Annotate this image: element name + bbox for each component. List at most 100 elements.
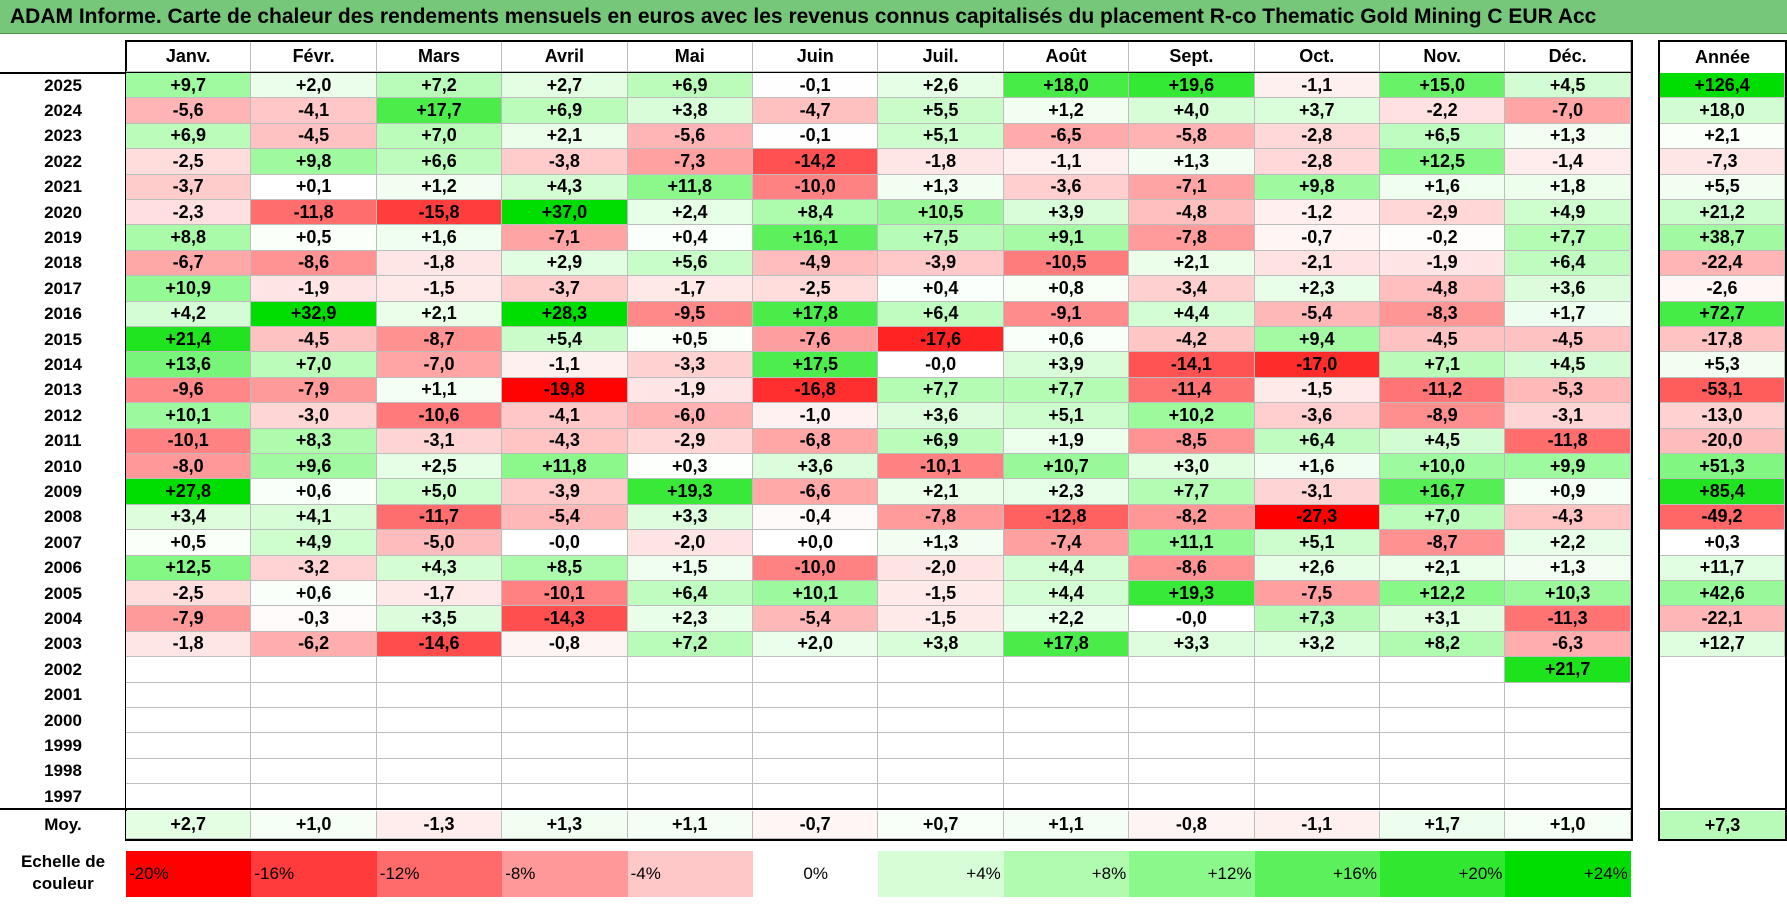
- heatmap-cell: -3,0: [251, 403, 377, 429]
- color-scale-stop: +12%: [1129, 851, 1255, 897]
- heatmap-cell: +2,3: [1003, 479, 1130, 505]
- heatmap-cell: +6,9: [502, 98, 628, 124]
- heatmap-cell: +8,4: [753, 200, 879, 226]
- heatmap-cell: -1,5: [878, 581, 1004, 607]
- heatmap-cell: +0,5: [251, 225, 377, 251]
- heatmap-cell: -3,1: [1254, 479, 1380, 505]
- heatmap-cell: -8,6: [251, 250, 377, 277]
- heatmap-cell: -1,4: [1505, 149, 1631, 175]
- heatmap-cell: -2,5: [126, 581, 252, 607]
- heatmap-cell: +13,6: [126, 352, 252, 378]
- heatmap-cell: -2,1: [1254, 250, 1380, 277]
- heatmap-cell: +3,5: [376, 606, 503, 632]
- column-header: Mai: [627, 42, 753, 72]
- heatmap-cell: -10,1: [126, 428, 252, 454]
- heatmap-cell: [1380, 784, 1506, 810]
- heatmap-cell: -1,7: [627, 276, 753, 302]
- heatmap-cell: +6,4: [878, 301, 1004, 327]
- heatmap-cell: -3,1: [1505, 403, 1631, 429]
- heatmap-cell: [1003, 657, 1130, 683]
- heatmap-cell: +0,6: [1003, 327, 1130, 353]
- heatmap-cell: +4,1: [251, 504, 377, 531]
- heatmap-cell: +32,9: [251, 301, 377, 327]
- annual-cell: +5,5: [1660, 174, 1785, 200]
- heatmap-cell: -5,4: [1254, 301, 1380, 327]
- heatmap-cell: +9,8: [251, 149, 377, 175]
- heatmap-cell: +3,9: [1003, 352, 1130, 378]
- heatmap-cell: -12,8: [1003, 504, 1130, 531]
- heatmap-cell: +17,5: [753, 352, 879, 378]
- heatmap-cell: -8,9: [1380, 403, 1506, 429]
- heatmap-cell: -7,3: [627, 149, 753, 175]
- heatmap-cell: -2,8: [1254, 149, 1380, 175]
- heatmap-cell: -4,5: [1505, 327, 1631, 353]
- annual-cell: +18,0: [1660, 98, 1785, 124]
- heatmap-cell: +10,2: [1129, 403, 1255, 429]
- heatmap-cell: +1,7: [1505, 301, 1631, 327]
- heatmap-cell: [1505, 708, 1631, 734]
- heatmap-cell: +7,5: [878, 225, 1004, 251]
- year-label: 1998: [44, 761, 82, 781]
- annual-header: Année: [1694, 46, 1750, 67]
- heatmap-cell: -14,1: [1129, 352, 1255, 378]
- annual-cell: -53,1: [1660, 377, 1785, 404]
- heatmap-cell: -0,2: [1380, 225, 1506, 251]
- heatmap-cell: [502, 657, 628, 683]
- heatmap-cell: +17,8: [753, 301, 879, 327]
- column-header: Août: [1003, 42, 1130, 72]
- heatmap-cell: -4,3: [502, 428, 628, 454]
- heatmap-cell: [878, 657, 1004, 683]
- heatmap-cell: [753, 657, 879, 683]
- heatmap-cell: -4,2: [1129, 327, 1255, 353]
- heatmap-cell: +15,0: [1380, 73, 1506, 99]
- heatmap-cell: +1,8: [1505, 174, 1631, 200]
- heatmap-cell: +3,3: [627, 504, 753, 531]
- heatmap-cell: [627, 682, 753, 708]
- heatmap-cell: [376, 708, 503, 734]
- heatmap-cell: -3,1: [376, 428, 503, 454]
- heatmap-cell: [126, 733, 252, 759]
- heatmap-cell: [627, 758, 753, 785]
- heatmap-cell: +3,0: [1129, 454, 1255, 480]
- heatmap-cell: +4,5: [1505, 73, 1631, 99]
- heatmap-cell: [1254, 784, 1380, 810]
- heatmap-cell: -7,9: [251, 377, 377, 404]
- average-cell: -1,3: [376, 811, 503, 839]
- heatmap-cell: -17,0: [1254, 352, 1380, 378]
- heatmap-cell: +2,3: [1254, 276, 1380, 302]
- heatmap-cell: +4,0: [1129, 98, 1255, 124]
- year-label: 2024: [44, 101, 82, 121]
- annual-cell: -49,2: [1660, 504, 1785, 531]
- heatmap-cell: +5,6: [627, 250, 753, 277]
- heatmap-cell: -8,7: [376, 327, 503, 353]
- heatmap-cell: -3,6: [1003, 174, 1130, 200]
- heatmap-cell: -10,5: [1003, 250, 1130, 277]
- year-label: 2012: [44, 405, 82, 425]
- heatmap-cell: +7,2: [627, 631, 753, 658]
- annual-cell: +72,7: [1660, 301, 1785, 327]
- heatmap-cell: +7,7: [1003, 377, 1130, 404]
- heatmap-cell: -4,8: [1380, 276, 1506, 302]
- column-header: Oct.: [1254, 42, 1380, 72]
- year-label: 2007: [44, 532, 82, 552]
- heatmap-cell: +5,4: [502, 327, 628, 353]
- heatmap-cell: +28,3: [502, 301, 628, 327]
- heatmap-cell: [251, 708, 377, 734]
- heatmap-cell: +7,7: [1129, 479, 1255, 505]
- heatmap-cell: [376, 784, 503, 810]
- heatmap-cell: +9,1: [1003, 225, 1130, 251]
- heatmap-cell: -2,8: [1254, 123, 1380, 150]
- heatmap-cell: -0,1: [753, 123, 879, 150]
- heatmap-cell: -2,9: [1380, 200, 1506, 226]
- heatmap-cell: -2,0: [627, 530, 753, 556]
- heatmap-cell: +2,2: [1505, 530, 1631, 556]
- heatmap-cell: -0,0: [502, 530, 628, 556]
- heatmap-cell: +2,7: [502, 73, 628, 99]
- heatmap-cell: -11,8: [1505, 428, 1631, 454]
- heatmap-cell: +3,4: [126, 504, 252, 531]
- annual-average-cell: +7,3: [1660, 811, 1785, 839]
- year-label: 2014: [44, 355, 82, 375]
- heatmap-cell: +8,2: [1380, 631, 1506, 658]
- year-label: 2003: [44, 634, 82, 654]
- heatmap-cell: -3,4: [1129, 276, 1255, 302]
